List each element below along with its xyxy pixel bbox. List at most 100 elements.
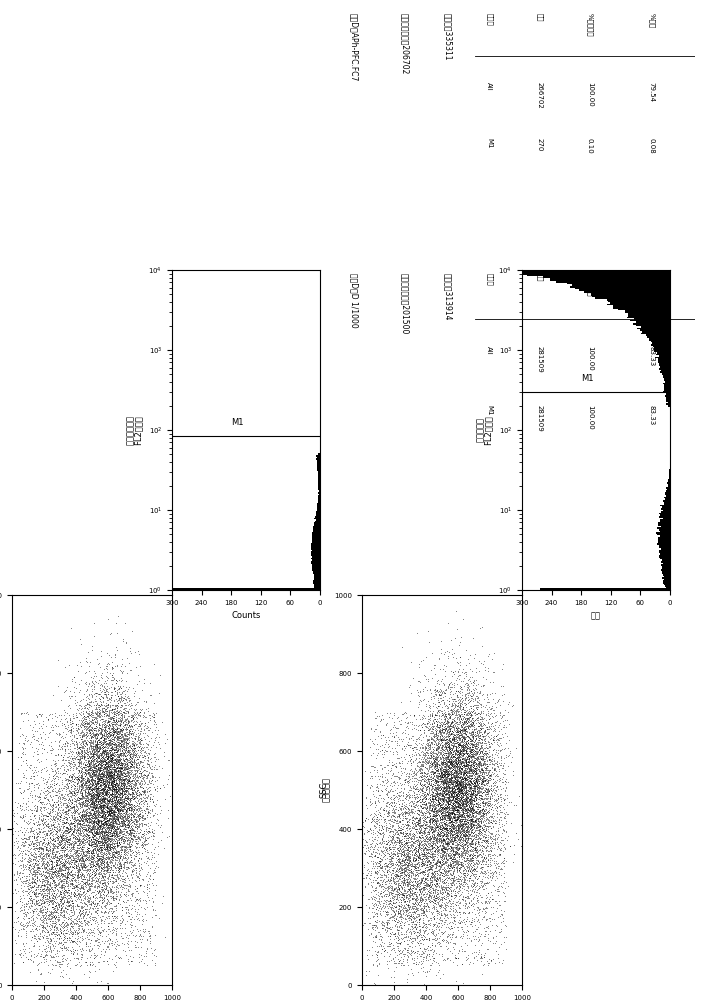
Point (444, 773, 455, 789)
Point (86, 719, 97, 735)
Point (130, 707, 141, 723)
Point (44, 884, 55, 900)
Point (91, 826, 102, 842)
Point (480, 777, 491, 793)
Point (23, 843, 34, 859)
Point (451, 845, 462, 861)
Point (449, 705, 460, 721)
Point (56, 774, 67, 790)
Point (92, 794, 103, 810)
Point (472, 794, 484, 810)
Point (100, 895, 112, 911)
Point (415, 910, 426, 926)
Point (69, 871, 81, 887)
Point (472, 779, 483, 795)
Point (437, 756, 449, 772)
Point (404, 804, 415, 820)
Point (383, 807, 395, 823)
Point (464, 836, 475, 852)
Point (406, 864, 417, 880)
Point (71, 867, 82, 883)
Point (108, 713, 119, 729)
Point (442, 776, 453, 792)
Point (112, 795, 124, 811)
Point (479, 926, 491, 942)
Point (26, 866, 37, 882)
Point (470, 874, 481, 890)
Point (117, 786, 128, 802)
Point (99, 778, 110, 794)
Point (447, 791, 458, 807)
Point (123, 726, 134, 742)
Point (91, 737, 102, 753)
Point (116, 785, 127, 801)
Point (93, 815, 104, 831)
Point (424, 750, 435, 766)
Point (439, 840, 451, 856)
Point (444, 745, 455, 761)
Point (444, 802, 455, 818)
Point (93, 761, 104, 777)
Point (62, 780, 74, 796)
Point (77, 761, 88, 777)
Point (397, 899, 408, 915)
Point (431, 808, 442, 824)
Point (462, 937, 473, 953)
Point (409, 884, 420, 900)
Point (70, 734, 81, 750)
Point (464, 763, 475, 779)
Point (86, 711, 98, 727)
Point (477, 877, 489, 893)
Point (472, 769, 484, 785)
Point (468, 816, 479, 832)
Point (116, 840, 127, 856)
Point (98, 812, 109, 828)
Point (442, 847, 453, 863)
Point (463, 834, 474, 850)
Point (60, 823, 72, 839)
Point (432, 896, 444, 912)
Point (98, 828, 109, 844)
Point (52, 877, 63, 893)
Point (472, 774, 483, 790)
Point (427, 839, 438, 855)
Point (115, 912, 126, 928)
Point (68, 843, 79, 859)
Point (418, 799, 429, 815)
Point (458, 695, 470, 711)
Point (451, 765, 463, 781)
Point (69, 737, 80, 753)
Point (109, 785, 120, 801)
Point (106, 735, 117, 751)
Point (60, 804, 71, 820)
Point (124, 725, 135, 741)
Point (418, 708, 430, 724)
Point (455, 733, 466, 749)
Point (418, 879, 429, 895)
Point (442, 806, 453, 822)
Point (133, 852, 144, 868)
Point (375, 776, 386, 792)
Point (112, 766, 124, 782)
Point (444, 783, 456, 799)
Point (108, 912, 119, 928)
Point (106, 783, 117, 799)
Point (456, 848, 467, 864)
Point (72, 877, 83, 893)
Point (78, 895, 89, 911)
Point (92, 809, 103, 825)
Point (437, 865, 448, 881)
Point (92, 734, 103, 750)
Point (384, 859, 395, 875)
Point (432, 886, 443, 902)
Point (470, 706, 482, 722)
Point (133, 705, 144, 721)
Point (41, 879, 53, 895)
Point (456, 719, 468, 735)
Point (452, 692, 463, 708)
Point (454, 678, 465, 694)
Point (94, 784, 105, 800)
Point (426, 824, 437, 840)
Point (435, 905, 446, 921)
Point (114, 728, 125, 744)
